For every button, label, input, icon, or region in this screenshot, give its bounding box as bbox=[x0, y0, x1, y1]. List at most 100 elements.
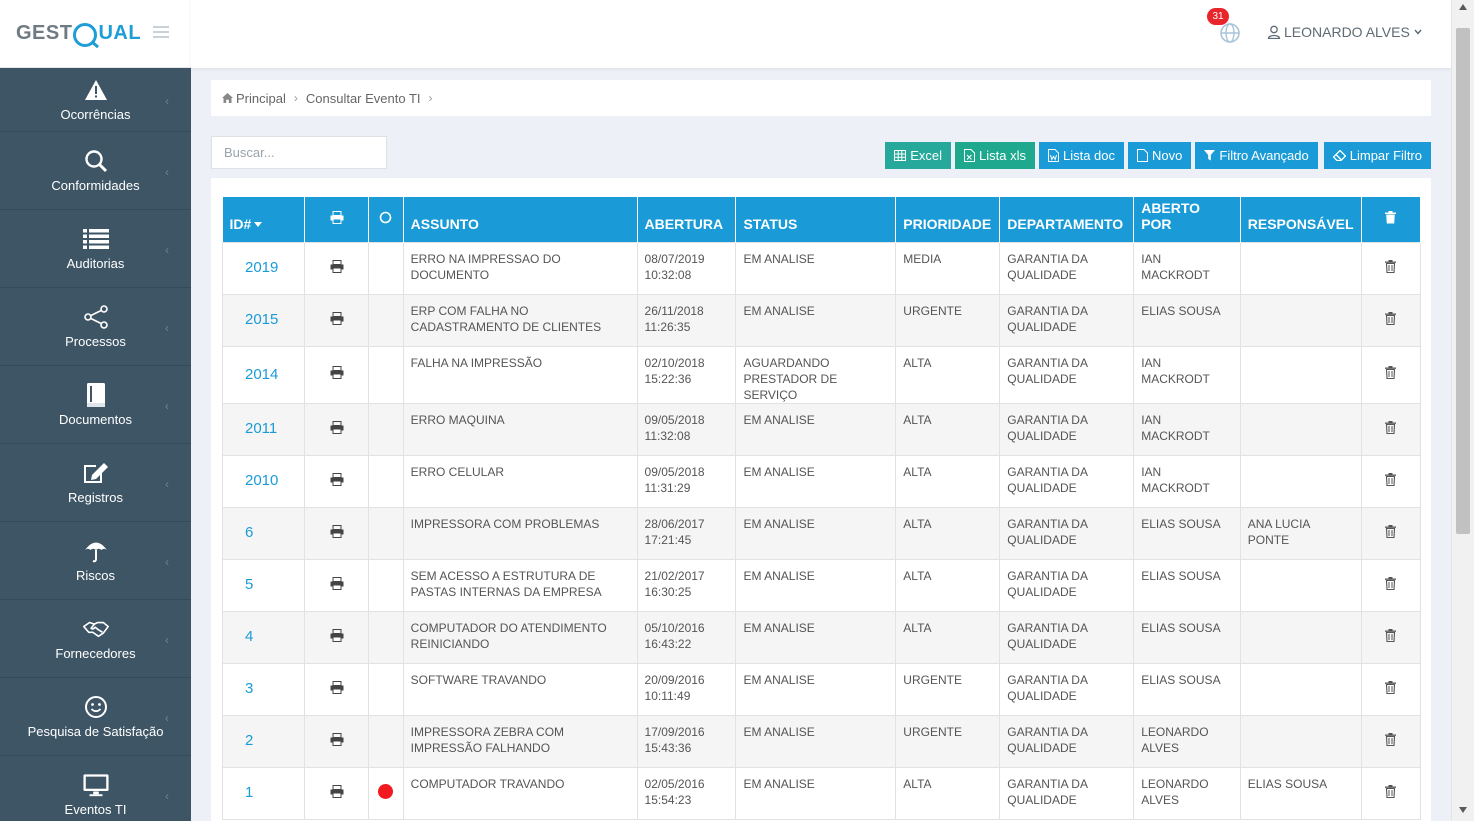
cell-id[interactable]: 2014 bbox=[221, 345, 306, 404]
sidebar-item-label: Processos bbox=[65, 334, 126, 349]
cell-id[interactable]: 2010 bbox=[221, 454, 306, 508]
menu-toggle-icon[interactable] bbox=[153, 26, 169, 38]
col-header-assunto[interactable]: ASSUNTO bbox=[403, 197, 638, 242]
sidebar-item-auditorias[interactable]: Auditorias ‹ bbox=[0, 210, 191, 288]
sidebar-item-conformidades[interactable]: Conformidades ‹ bbox=[0, 132, 191, 210]
trash-icon[interactable] bbox=[1385, 784, 1397, 801]
sidebar-item-eventos-ti[interactable]: Eventos TI ‹ bbox=[0, 756, 191, 821]
excel-button[interactable]: Excel bbox=[885, 142, 951, 169]
user-menu[interactable]: LEONARDO ALVES bbox=[1267, 24, 1423, 40]
limpar-filtro-button[interactable]: Limpar Filtro bbox=[1323, 142, 1431, 169]
trash-icon[interactable] bbox=[1385, 420, 1397, 437]
sidebar-item-fornecedores[interactable]: Fornecedores ‹ bbox=[0, 600, 191, 678]
sort-desc-icon bbox=[254, 222, 263, 228]
breadcrumb-separator-icon: › bbox=[293, 91, 298, 105]
table-row[interactable]: 2011 ERRO MAQUINA 09/05/2018 11:32:08 EM AN… bbox=[221, 402, 1422, 456]
table-row[interactable]: 2 IMPRESSORA ZEBRA COM IMPRESSÃO FALHANDO… bbox=[221, 714, 1422, 768]
col-header-print bbox=[304, 197, 369, 242]
cell-id[interactable]: 1 bbox=[221, 766, 306, 820]
trash-icon[interactable] bbox=[1385, 576, 1397, 593]
sidebar-item-pesquisa-de-satisfacao[interactable]: Pesquisa de Satisfação ‹ bbox=[0, 678, 191, 756]
book-icon bbox=[83, 382, 109, 408]
page-scrollbar[interactable] bbox=[1451, 0, 1474, 821]
table-row[interactable]: 2014 FALHA NA IMPRESSÃO 02/10/2018 15:22:3… bbox=[221, 345, 1422, 404]
table-row[interactable]: 2015 ERP COM FALHA NO CADASTRAMENTO DE CL… bbox=[221, 293, 1422, 347]
sidebar-item-documentos[interactable]: Documentos ‹ bbox=[0, 366, 191, 444]
cell-flag bbox=[367, 241, 404, 295]
print-icon[interactable] bbox=[330, 628, 344, 645]
table-row[interactable]: 6 IMPRESSORA COM PROBLEMAS 28/06/2017 17:2… bbox=[221, 506, 1422, 560]
cell-assunto: COMPUTADOR DO ATENDIMENTO REINICIANDO bbox=[402, 610, 638, 664]
print-icon[interactable] bbox=[330, 366, 344, 382]
cell-flag bbox=[367, 662, 404, 716]
scroll-up-arrow-icon[interactable] bbox=[1459, 4, 1467, 10]
cell-id[interactable]: 3 bbox=[221, 662, 306, 716]
print-icon[interactable] bbox=[330, 732, 344, 749]
chevron-left-icon: ‹ bbox=[165, 164, 169, 179]
table-row[interactable]: 2010 ERRO CELULAR 09/05/2018 11:31:29 EM AN… bbox=[221, 454, 1422, 508]
breadcrumb-current[interactable]: Consultar Evento TI bbox=[305, 90, 421, 106]
cell-id[interactable]: 6 bbox=[221, 506, 306, 560]
search-input[interactable] bbox=[211, 136, 387, 169]
print-icon[interactable] bbox=[330, 576, 344, 593]
cell-id[interactable]: 5 bbox=[221, 558, 306, 612]
cell-id[interactable]: 2015 bbox=[221, 293, 306, 347]
breadcrumb: Principal › Consultar Evento TI › bbox=[211, 80, 1431, 116]
cell-assunto: FALHA NA IMPRESSÃO bbox=[402, 345, 638, 404]
col-header-departamento[interactable]: DEPARTAMENTO bbox=[999, 197, 1135, 242]
trash-icon[interactable] bbox=[1385, 524, 1397, 541]
filtro-avancado-button[interactable]: Filtro Avançado bbox=[1195, 142, 1318, 169]
lista-xls-button[interactable]: Lista xls bbox=[955, 142, 1035, 169]
sidebar-item-processos[interactable]: Processos ‹ bbox=[0, 288, 191, 366]
print-icon[interactable] bbox=[330, 420, 344, 437]
novo-button[interactable]: Novo bbox=[1128, 142, 1192, 169]
cell-id[interactable]: 2 bbox=[221, 714, 306, 768]
trash-icon[interactable] bbox=[1385, 366, 1397, 382]
cell-print bbox=[304, 241, 369, 295]
col-header-prioridade[interactable]: PRIORIDADE bbox=[895, 197, 1001, 242]
table-row[interactable]: 1 COMPUTADOR TRAVANDO 02/05/2016 15:54:23 E… bbox=[221, 766, 1422, 820]
globe-icon[interactable] bbox=[1219, 22, 1241, 44]
table-row[interactable]: 3 SOFTWARE TRAVANDO 20/09/2016 10:11:49 EM … bbox=[221, 662, 1422, 716]
umbrella-icon bbox=[83, 538, 109, 564]
breadcrumb-home[interactable]: Principal bbox=[236, 90, 286, 106]
col-header-aberto-por[interactable]: ABERTO POR bbox=[1133, 197, 1241, 242]
trash-icon[interactable] bbox=[1385, 680, 1397, 697]
col-header-id[interactable]: ID# bbox=[222, 197, 306, 242]
print-icon[interactable] bbox=[330, 259, 344, 276]
app-logo[interactable]: GEST UAL bbox=[16, 22, 141, 47]
col-header-status[interactable]: STATUS bbox=[735, 197, 897, 242]
trash-icon[interactable] bbox=[1385, 732, 1397, 749]
cell-abertura: 20/09/2016 10:11:49 bbox=[636, 662, 737, 716]
warning-icon bbox=[83, 77, 109, 103]
table-row[interactable]: 5 SEM ACESSO A ESTRUTURA DE PASTAS INTERN… bbox=[221, 558, 1422, 612]
trash-icon[interactable] bbox=[1385, 472, 1397, 489]
sidebar-item-label: Pesquisa de Satisfação bbox=[27, 724, 164, 739]
sidebar-item-ocorrencias[interactable]: Ocorrências ‹ bbox=[0, 68, 191, 132]
col-header-abertura[interactable]: ABERTURA bbox=[637, 197, 737, 242]
table-row[interactable]: 4 COMPUTADOR DO ATENDIMENTO REINICIANDO 05… bbox=[221, 610, 1422, 664]
cell-id[interactable]: 2011 bbox=[221, 402, 306, 456]
cell-abertura: 21/02/2017 16:30:25 bbox=[636, 558, 737, 612]
print-icon[interactable] bbox=[330, 784, 344, 801]
cell-id[interactable]: 2019 bbox=[221, 241, 306, 295]
print-icon[interactable] bbox=[330, 311, 344, 328]
cell-departamento: GARANTIA DA QUALIDADE bbox=[999, 293, 1135, 347]
cell-id[interactable]: 4 bbox=[221, 610, 306, 664]
table-row[interactable]: 2019 ERRO NA IMPRESSAO DO DOCUMENTO 08/07/… bbox=[221, 241, 1422, 295]
print-icon[interactable] bbox=[330, 472, 344, 489]
trash-icon[interactable] bbox=[1385, 259, 1397, 276]
print-icon[interactable] bbox=[330, 680, 344, 697]
results-panel: ID# ASSUNTO ABERTURA STATUS PRIORIDADE D… bbox=[211, 178, 1431, 821]
cell-aberto-por: ELIAS SOUSA bbox=[1133, 558, 1241, 612]
cell-departamento: GARANTIA DA QUALIDADE bbox=[999, 506, 1135, 560]
sidebar-item-riscos[interactable]: Riscos ‹ bbox=[0, 522, 191, 600]
scroll-down-arrow-icon[interactable] bbox=[1459, 807, 1467, 813]
print-icon[interactable] bbox=[330, 524, 344, 541]
col-header-responsavel[interactable]: RESPONSÁVEL bbox=[1240, 197, 1362, 242]
lista-doc-button[interactable]: Lista doc bbox=[1038, 142, 1125, 169]
trash-icon[interactable] bbox=[1385, 311, 1397, 328]
trash-icon[interactable] bbox=[1385, 628, 1397, 645]
scroll-thumb[interactable] bbox=[1456, 28, 1470, 534]
sidebar-item-registros[interactable]: Registros ‹ bbox=[0, 444, 191, 522]
